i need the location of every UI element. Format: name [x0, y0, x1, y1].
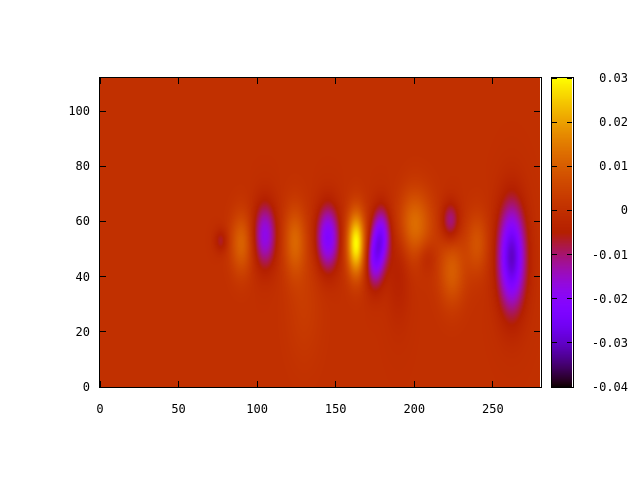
- colorbar-tick-mark: [567, 386, 572, 388]
- colorbar-tick-mark: [552, 298, 557, 300]
- colorbar-tick-label: 0.02: [599, 115, 628, 130]
- colorbar-tick-mark: [552, 342, 557, 344]
- x-tick-mark: [335, 381, 337, 387]
- colorbar-tick-mark: [552, 77, 557, 79]
- colorbar-tick-mark: [567, 121, 572, 123]
- colorbar-tick-label: -0.03: [591, 335, 628, 350]
- x-tick-mark: [99, 78, 101, 84]
- x-tick-mark: [413, 78, 415, 84]
- colorbar-tick-mark: [552, 209, 557, 211]
- x-tick-mark: [335, 78, 337, 84]
- x-tick-mark: [178, 381, 180, 387]
- y-tick-label: 0: [82, 380, 90, 394]
- y-tick-label: 80: [75, 159, 90, 174]
- y-tick-label: 40: [75, 269, 90, 284]
- colorbar-tick-label: 0.03: [599, 71, 628, 85]
- x-tick-label: 200: [403, 402, 426, 416]
- y-tick-mark: [534, 331, 540, 333]
- x-tick-mark: [413, 381, 415, 387]
- colorbar-tick-mark: [567, 209, 572, 211]
- colorbar-tick-mark: [552, 254, 557, 256]
- colorbar-tick-mark: [567, 342, 572, 344]
- colorbar-tick-label: 0: [620, 203, 628, 218]
- x-tick-mark: [256, 381, 258, 387]
- plot-frame: [99, 77, 542, 388]
- colorbar-tick-label: -0.01: [591, 247, 628, 262]
- colorbar-tick-label: -0.04: [591, 380, 628, 394]
- y-tick-mark: [100, 386, 106, 388]
- colorbar-tick-mark: [567, 165, 572, 167]
- y-tick-mark: [100, 110, 106, 112]
- y-tick-mark: [534, 220, 540, 222]
- y-tick-mark: [100, 331, 106, 333]
- colorbar-tick-mark: [552, 121, 557, 123]
- y-tick-mark: [100, 165, 106, 167]
- colorbar: [552, 78, 572, 387]
- x-tick-label: 250: [482, 402, 504, 416]
- y-tick-mark: [534, 110, 540, 112]
- x-tick-mark: [99, 381, 101, 387]
- y-tick-mark: [100, 220, 106, 222]
- x-tick-mark: [492, 78, 494, 84]
- colorbar-tick-label: 0.01: [599, 159, 628, 174]
- x-tick-mark: [256, 78, 258, 84]
- y-tick-mark: [534, 165, 540, 167]
- x-tick-label: 0: [96, 402, 104, 416]
- y-tick-label: 20: [75, 324, 90, 339]
- y-tick-label: 100: [68, 104, 90, 119]
- colorbar-frame: [551, 77, 574, 388]
- x-tick-mark: [178, 78, 180, 84]
- x-tick-label: 100: [246, 402, 268, 416]
- colorbar-tick-mark: [567, 254, 572, 256]
- colorbar-tick-mark: [552, 386, 557, 388]
- x-tick-mark: [492, 381, 494, 387]
- x-tick-label: 150: [324, 402, 347, 416]
- colorbar-tick-mark: [567, 77, 572, 79]
- colorbar-tick-label: -0.02: [591, 291, 628, 306]
- x-tick-label: 50: [171, 402, 186, 416]
- y-tick-mark: [100, 276, 106, 278]
- heatmap-plot: [100, 78, 540, 387]
- colorbar-tick-mark: [552, 165, 557, 167]
- colorbar-tick-mark: [567, 298, 572, 300]
- y-tick-mark: [534, 276, 540, 278]
- y-tick-label: 60: [75, 214, 90, 229]
- y-tick-mark: [534, 386, 540, 388]
